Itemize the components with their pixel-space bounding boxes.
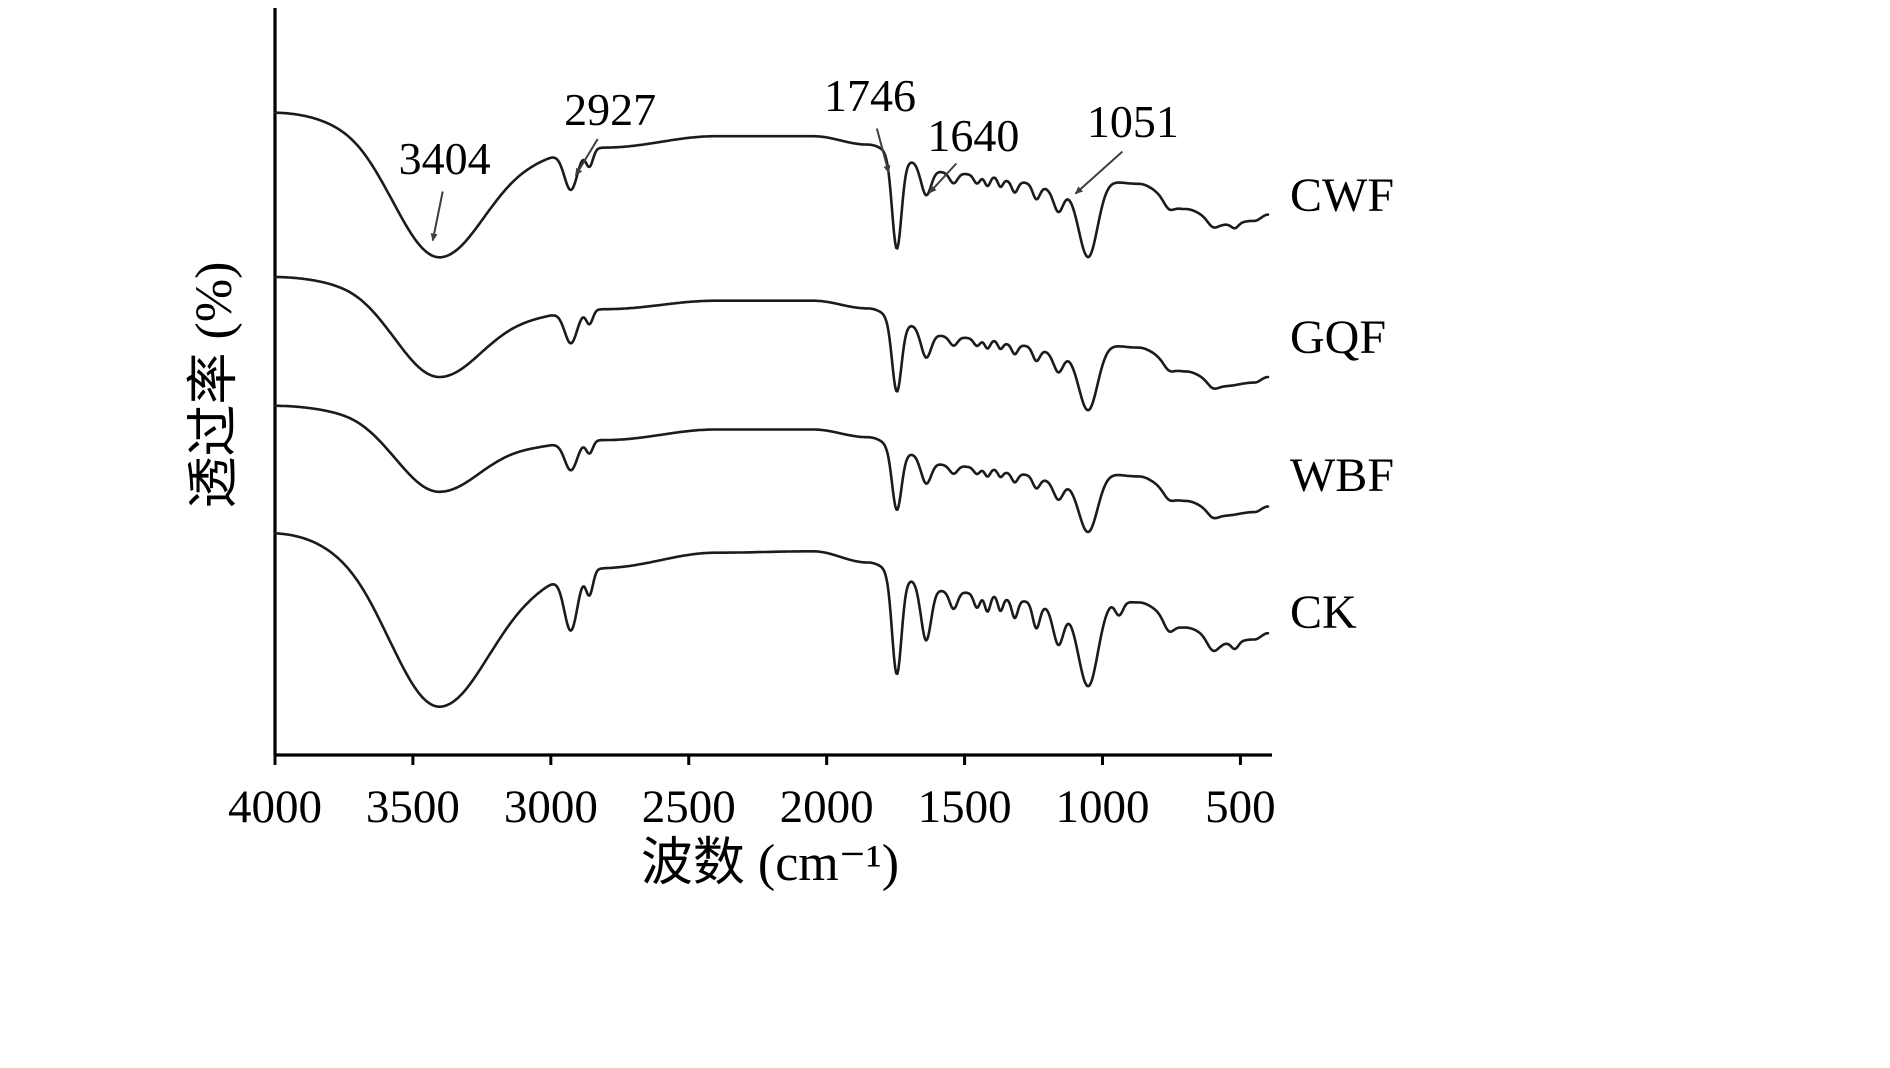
- y-axis-title: 透过率 (%): [186, 261, 243, 509]
- peak-annotation-2927: 2927: [564, 84, 656, 135]
- peak-annotation-1640: 1640: [927, 110, 1019, 161]
- peak-arrow-1051: [1074, 150, 1124, 195]
- peak-annotation-1051: 1051: [1087, 96, 1179, 147]
- series-label-GQF: GQF: [1290, 311, 1386, 364]
- peak-arrow-1640: [928, 162, 958, 194]
- spectrum-curve-GQF: [273, 275, 1270, 412]
- peak-annotation-3404: 3404: [399, 133, 491, 184]
- x-tick-label: 4000: [228, 781, 322, 833]
- peak-arrow-1746: [875, 128, 891, 174]
- x-tick-label: 3000: [504, 781, 598, 833]
- x-tick-label: 1500: [918, 781, 1012, 833]
- peak-arrow-2927: [574, 138, 599, 177]
- spectrum-curve-CK: [273, 532, 1270, 708]
- series-label-WBF: WBF: [1290, 449, 1394, 502]
- series-label-CK: CK: [1290, 586, 1357, 639]
- x-tick-label: 1000: [1056, 781, 1150, 833]
- x-tick-label: 2500: [642, 781, 736, 833]
- peak-annotation-1746: 1746: [824, 70, 916, 121]
- x-tick-label: 500: [1205, 781, 1276, 833]
- spectrum-curve-WBF: [273, 404, 1270, 534]
- x-tick-label: 3500: [366, 781, 460, 833]
- x-axis-title: 波数 (cm⁻¹): [640, 835, 900, 892]
- spectrum-curve-CWF: [273, 111, 1270, 259]
- x-tick-label: 2000: [780, 781, 874, 833]
- peak-arrow-3404: [430, 191, 444, 242]
- series-label-CWF: CWF: [1290, 169, 1394, 222]
